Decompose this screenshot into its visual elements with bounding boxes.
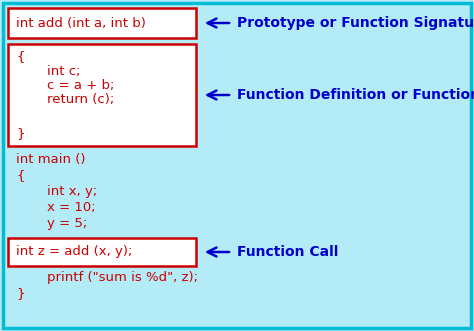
Bar <box>8 238 196 266</box>
Text: x = 10;: x = 10; <box>30 202 96 214</box>
Text: y = 5;: y = 5; <box>30 217 87 230</box>
Text: int c;: int c; <box>30 65 81 77</box>
Text: int z = add (x, y);: int z = add (x, y); <box>16 246 132 259</box>
Text: }: } <box>16 127 25 140</box>
Text: printf ("sum is %d", z);: printf ("sum is %d", z); <box>30 271 198 285</box>
Text: int add (int a, int b): int add (int a, int b) <box>16 17 146 29</box>
Text: Function Definition or Function Body: Function Definition or Function Body <box>237 88 474 102</box>
Text: {: { <box>16 169 25 182</box>
Text: }: } <box>16 288 25 301</box>
Text: return (c);: return (c); <box>30 92 114 106</box>
Text: int x, y;: int x, y; <box>30 185 97 199</box>
Bar <box>8 44 196 146</box>
Text: int main (): int main () <box>16 154 85 166</box>
Text: c = a + b;: c = a + b; <box>30 78 114 91</box>
Text: {: { <box>16 51 25 64</box>
Text: Function Call: Function Call <box>237 245 338 259</box>
Text: Prototype or Function Signature: Prototype or Function Signature <box>237 16 474 30</box>
Bar <box>8 8 196 38</box>
